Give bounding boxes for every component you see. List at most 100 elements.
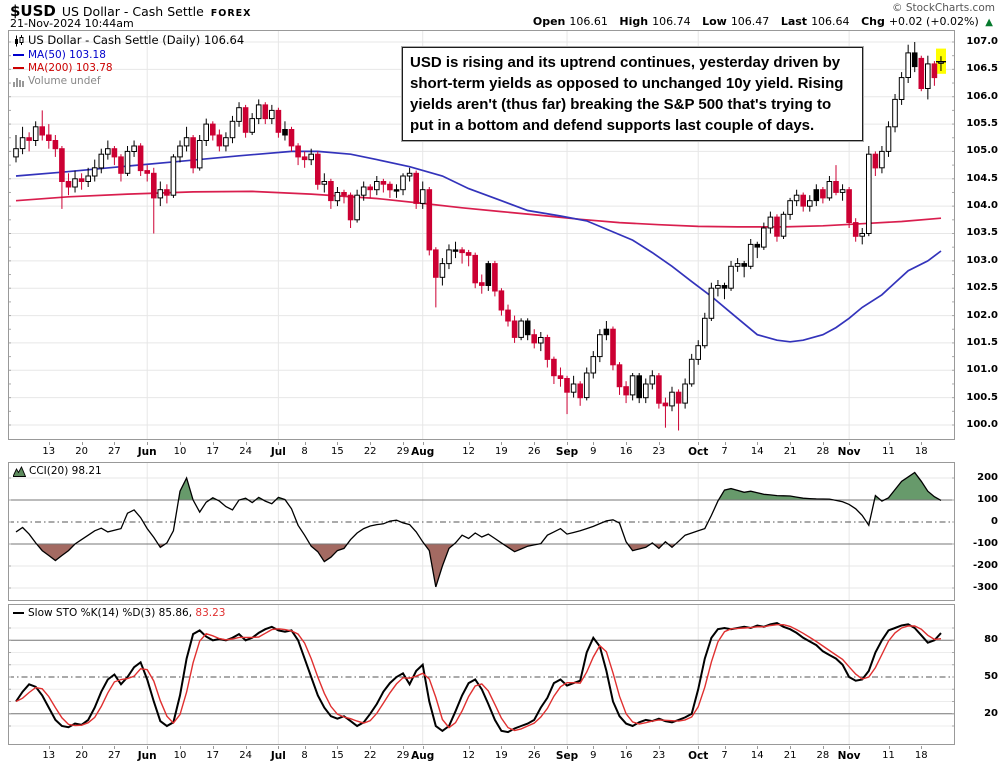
x-axis-label: 24 [239,750,252,761]
x-axis-tick [114,442,116,445]
sto-k-line [15,622,942,734]
y-axis-label: 0 [991,516,998,527]
x-axis-label: 19 [495,750,508,761]
legend-price-value: 106.64 [203,33,245,47]
x-axis-label: 8 [301,750,308,761]
annotation-note: USD is rising and its uptrend continues,… [402,47,863,141]
x-axis-tick [757,442,759,445]
y-axis-label: 101.0 [966,364,998,376]
x-axis-tick [658,442,660,445]
low-label: Low [702,15,727,28]
low-value: 106.47 [730,15,770,28]
x-axis-tick [468,442,470,445]
x-axis-tick [593,746,595,749]
x-axis-label: 24 [239,446,252,457]
x-axis-label: 28 [816,446,830,457]
x-axis-tick [921,746,923,749]
y-axis-label: 105.5 [966,118,998,130]
y-axis-label: 102.0 [966,309,998,321]
legend-price: US Dollar - Cash Settle (Daily) 106.64 [13,33,245,47]
x-axis-label: 18 [914,750,928,761]
y-axis-label: 200 [977,472,998,483]
x-axis-label: Oct [688,446,709,458]
x-axis-labels-bottom: 13 20 27 Jun 10 17 24 Jul 8 15 22 29 Aug 12 19 26 Sep 9 16… [8,746,955,763]
legend-price-label: US Dollar - Cash Settle (Daily) [28,33,201,47]
sto-d-value: 83.23 [195,607,226,619]
candles [13,42,946,431]
x-axis-label: 29 [396,750,410,761]
cci-label-text: CCI(20) [29,465,69,477]
x-axis-label: 10 [173,750,187,761]
x-axis-label: 21 [783,446,797,457]
x-axis-tick [626,746,628,749]
x-axis-tick [370,746,372,749]
x-axis-tick [849,442,851,445]
y-axis-label: 102.5 [966,282,998,294]
x-axis-label: Nov [837,750,861,762]
x-axis-tick [626,442,628,445]
x-axis-label: 9 [590,750,597,761]
y-axis-label: 100.5 [966,391,998,403]
high-label: High [619,15,649,28]
x-axis-tick [724,442,726,445]
chg-label: Chg [861,15,885,28]
area-mountain-icon [12,465,27,477]
x-axis-label: 14 [750,750,764,761]
x-axis-label: 16 [619,750,633,761]
x-axis-label: 22 [363,446,377,457]
quote-summary: Open 106.61 High 106.74 Low 106.47 Last 106.… [533,15,993,28]
legend-volume: Volume undef [13,75,101,88]
x-axis-tick [698,746,700,749]
chg-value: +0.02 (+0.02%) [888,15,979,28]
x-axis-tick [698,442,700,445]
x-axis-labels-top: 13 20 27 Jun 10 17 24 Jul 8 15 22 29 Aug 12 19 26 Sep 9 16… [8,442,955,459]
x-axis-tick [888,442,890,445]
x-axis-tick [724,746,726,749]
line-dash-icon [13,612,24,614]
x-axis-label: 17 [206,750,220,761]
last-value: 106.64 [811,15,850,28]
x-axis-tick [567,442,568,445]
y-axis-label: 101.5 [966,336,998,348]
chart-datetime: 21-Nov-2024 10:44am [10,17,134,30]
symbol: $USD [10,2,56,20]
x-axis-label: 11 [882,750,895,761]
x-axis-label: 26 [527,446,541,457]
x-axis-label: 7 [721,446,728,457]
legend-volume-value: undef [70,75,101,87]
ma200-line [15,190,942,228]
candlestick-icon [15,34,24,46]
y-axis-label: 104.5 [966,172,998,184]
x-axis-tick [593,442,595,445]
x-axis-label: 10 [173,446,187,457]
y-axis-label: 80 [984,634,998,646]
x-axis-tick [212,442,214,445]
x-axis-label: Jul [270,446,286,458]
x-axis-label: 12 [462,446,475,457]
x-axis-label: Aug [411,750,435,762]
x-axis-label: Aug [411,446,435,458]
x-axis-label: 15 [331,446,344,457]
y-axis-label: 106.5 [966,63,998,75]
x-axis-label: 15 [331,750,344,761]
sto-label-text: Slow STO %K(14) %D(3) [28,607,156,619]
chart-title: $USD US Dollar - Cash Settle FOREX [10,1,252,20]
cci-overbought-fill [16,472,941,500]
x-axis-tick [245,442,247,445]
y-axis-label: 103.5 [966,227,998,239]
x-axis-tick [422,442,424,445]
x-axis-tick [180,442,181,445]
cci-value: 98.21 [71,465,102,477]
x-axis-label: 16 [619,446,633,457]
stochastics-panel [8,604,955,745]
x-axis-tick [278,746,280,749]
x-axis-label: 23 [652,446,666,457]
open-label: Open [532,15,566,28]
y-axis-label: 104.0 [966,200,998,212]
x-axis-label: Jun [137,446,157,458]
x-axis-label: 7 [721,750,728,761]
x-axis-tick [822,442,824,445]
ma50-line [15,150,942,343]
x-axis-label: 14 [750,446,764,457]
x-axis-tick [849,746,851,749]
